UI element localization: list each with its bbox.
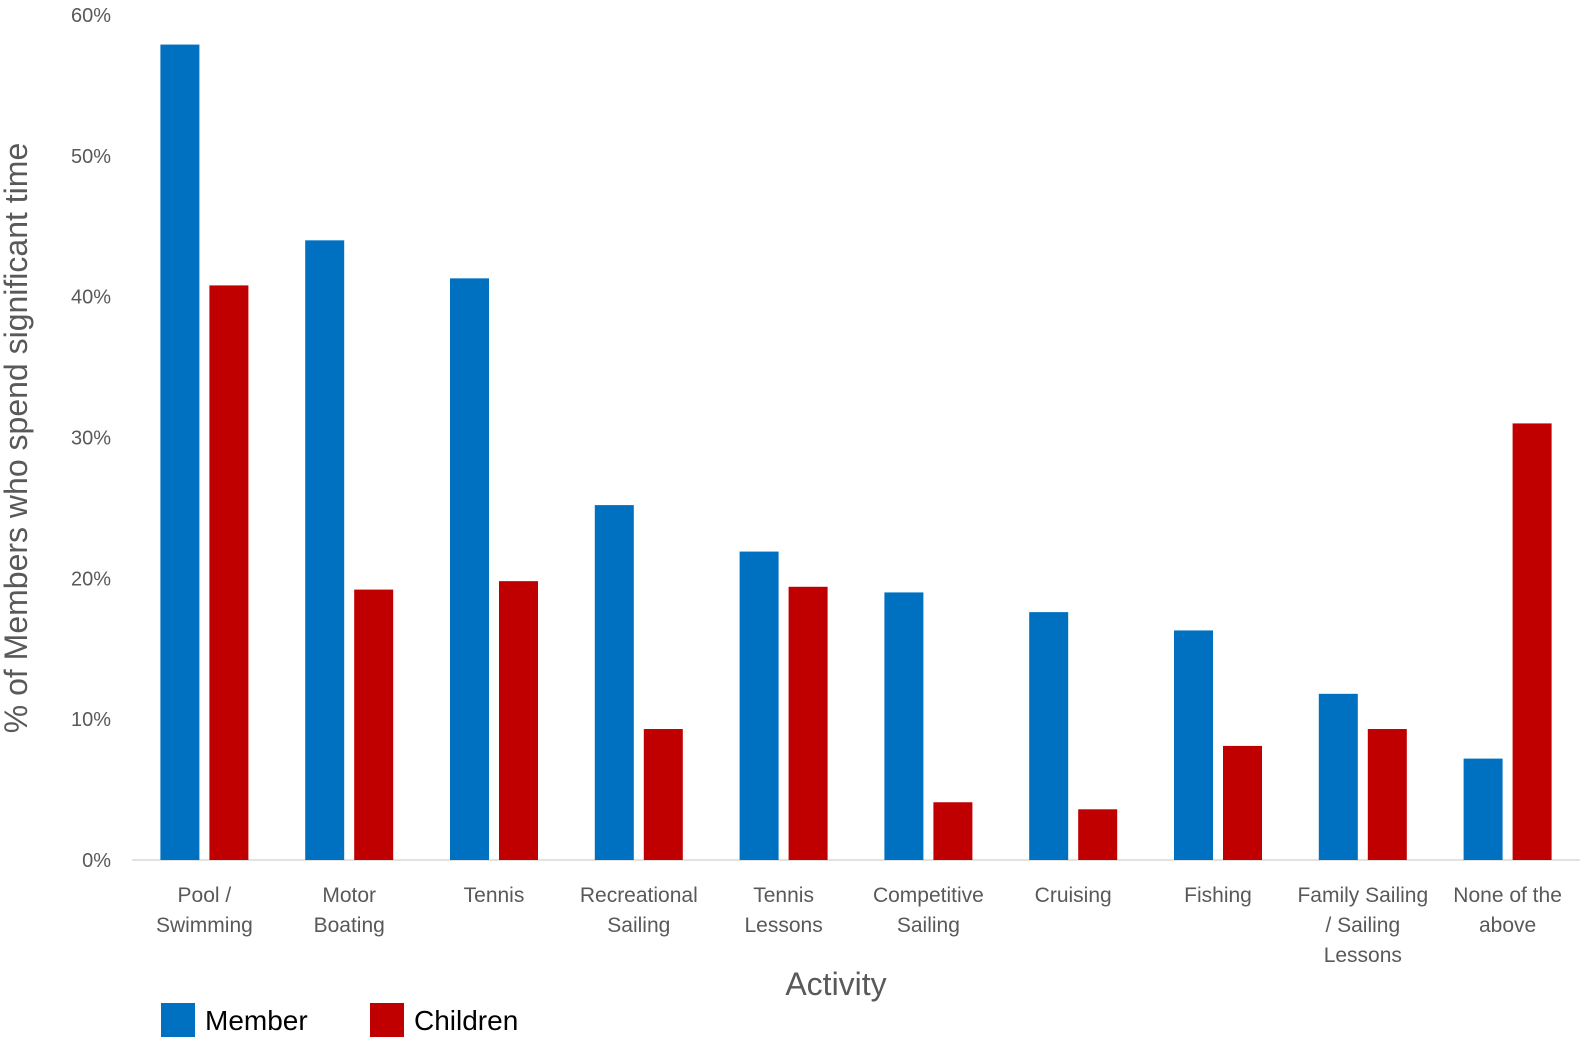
y-tick-label: 50% xyxy=(71,146,111,168)
legend-label-children: Children xyxy=(414,1005,518,1036)
x-axis-title: Activity xyxy=(785,966,886,1002)
x-axis-categories: Pool / Swimming Motor Boating Tennis Recreati… xyxy=(156,884,1562,967)
x-tick-label: Tennis Lessons xyxy=(744,884,822,937)
bar-member-9 xyxy=(1318,693,1358,860)
bar-member-10 xyxy=(1463,758,1503,860)
legend-label-member: Member xyxy=(205,1005,308,1036)
y-tick-label: 20% xyxy=(71,568,111,590)
y-axis-title: % of Members who spend significant time xyxy=(0,143,34,733)
y-tick-label: 30% xyxy=(71,428,111,450)
bar-children-10 xyxy=(1512,423,1552,860)
x-tick-label: Cruising xyxy=(1035,884,1112,907)
x-tick-label: Fishing xyxy=(1184,884,1252,907)
x-tick-label: Motor Boating xyxy=(314,884,385,937)
x-tick-label: Family Sailing / Sailing Lessons xyxy=(1297,884,1428,967)
bar-member-1 xyxy=(160,44,200,860)
y-tick-label: 60% xyxy=(71,5,111,27)
x-tick-label: Recreational Sailing xyxy=(580,884,698,937)
x-tick-label: None of the above xyxy=(1453,884,1562,937)
bar-children-8 xyxy=(1223,745,1262,860)
bar-children-3 xyxy=(499,581,538,860)
bar-children-7 xyxy=(1078,809,1118,860)
x-tick-label: Tennis xyxy=(464,884,525,907)
x-tick-label: Pool / Swimming xyxy=(156,884,253,937)
y-tick-label: 0% xyxy=(82,850,111,872)
bar-member-4 xyxy=(594,505,634,860)
bar-member-6 xyxy=(884,592,924,860)
bar-children-6 xyxy=(933,802,973,860)
bar-member-2 xyxy=(305,240,345,861)
bar-children-5 xyxy=(788,586,828,860)
bar-member-8 xyxy=(1174,630,1213,860)
legend-swatch-member xyxy=(161,1003,195,1037)
bar-member-5 xyxy=(739,551,779,860)
bar-children-1 xyxy=(209,285,249,860)
bar-member-3 xyxy=(450,278,489,860)
x-tick-label: Competitive Sailing xyxy=(873,884,984,937)
y-axis-ticks: 0% 10% 20% 30% 40% 50% 60% xyxy=(71,5,111,872)
y-tick-label: 40% xyxy=(71,287,111,309)
bars xyxy=(160,44,1552,861)
y-tick-label: 10% xyxy=(71,709,111,731)
bar-member-7 xyxy=(1029,612,1069,860)
bar-children-2 xyxy=(354,589,394,860)
legend: Member Children xyxy=(161,1003,518,1037)
bar-children-9 xyxy=(1367,729,1407,860)
legend-swatch-children xyxy=(370,1003,404,1037)
bar-children-4 xyxy=(643,729,683,860)
